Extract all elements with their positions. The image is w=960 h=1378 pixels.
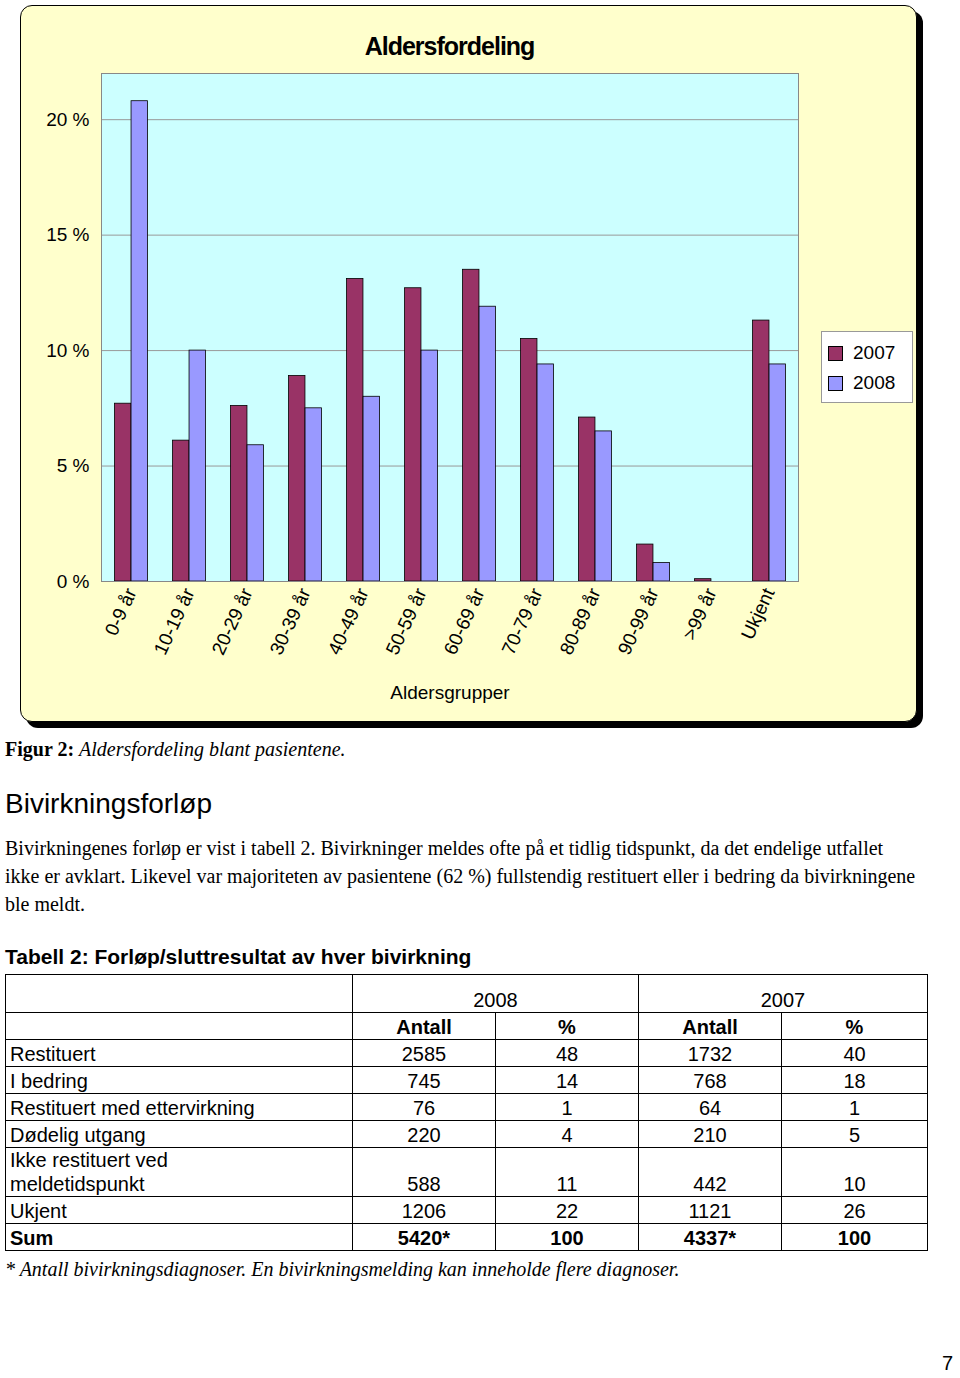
svg-text:40-49 år: 40-49 år	[324, 584, 373, 658]
html-text:11: 11	[556, 1173, 578, 1195]
svg-text:10 %: 10 %	[46, 340, 89, 361]
svg-text:20 %: 20 %	[46, 109, 89, 130]
html-text:442: 442	[693, 1173, 727, 1195]
html-text:7: 7	[942, 1352, 954, 1374]
html-text:Restituert: Restituert	[10, 1043, 96, 1065]
html-text:4: 4	[561, 1124, 573, 1146]
svg-text:30-39 år: 30-39 år	[266, 584, 315, 658]
html-text:Dødelig utgang: Dødelig utgang	[10, 1124, 146, 1146]
html-text:1732: 1732	[687, 1043, 733, 1065]
html-text:2008: 2008	[473, 989, 518, 1011]
html-text:22: 22	[555, 1200, 579, 1222]
html-text:1121: 1121	[688, 1200, 732, 1222]
html-text:Antall: Antall	[682, 1016, 738, 1038]
html-text:76: 76	[412, 1097, 436, 1119]
svg-text:60-69 år: 60-69 år	[440, 584, 489, 658]
svg-text:0 %: 0 %	[57, 571, 90, 592]
svg-text:50-59 år: 50-59 år	[382, 584, 431, 658]
html-text:* Antall bivirkningsdiagnoser.: * Antall bivirkningsdiagnoser. En bivirk…	[5, 1258, 680, 1280]
html-text:Bivirkningsforløp: Bivirkningsforløp	[5, 788, 212, 819]
svg-text:70-79 år: 70-79 år	[498, 584, 547, 658]
html-text:26: 26	[843, 1200, 866, 1222]
html-text:Figur 2: Aldersfordeling blant: Figur 2: Aldersfordeling blant pasienten…	[5, 738, 346, 760]
html-text:745: 745	[407, 1070, 441, 1092]
html-text:64: 64	[698, 1097, 722, 1119]
html-text:Antall: Antall	[396, 1016, 452, 1038]
svg-text:Aldersgrupper: Aldersgrupper	[390, 682, 510, 703]
html-text:5: 5	[848, 1124, 861, 1146]
html-text:1206: 1206	[401, 1200, 447, 1222]
svg-text:>99 år: >99 år	[679, 584, 721, 643]
html-text:Bivirkningenes forløp er vist: Bivirkningenes forløp er vist i tabell 2…	[5, 837, 916, 915]
html-text:I bedring: I bedring	[10, 1070, 88, 1092]
svg-text:Ukjent: Ukjent	[737, 584, 779, 642]
html-text:2585: 2585	[401, 1043, 447, 1065]
html-text:10: 10	[843, 1173, 866, 1195]
html-text:Aldersfordeling: Aldersfordeling	[364, 32, 535, 60]
html-text:2007: 2007	[853, 342, 896, 363]
html-text:Sum: Sum	[10, 1227, 54, 1249]
html-text:Restituert med ettervirkning: Restituert med ettervirkning	[10, 1097, 255, 1119]
html-text:4337*: 4337*	[683, 1227, 737, 1249]
svg-text:10-19 år: 10-19 år	[150, 584, 199, 658]
svg-text:5 %: 5 %	[57, 455, 90, 476]
html-text:Ikke restituert ved meldetidsp: Ikke restituert ved meldetidspunkt	[10, 1149, 168, 1195]
html-text:40: 40	[843, 1043, 866, 1065]
html-text:2008: 2008	[853, 372, 896, 393]
svg-text:80-89 år: 80-89 år	[556, 584, 605, 658]
html-text:1: 1	[561, 1097, 573, 1119]
html-text:768: 768	[693, 1070, 727, 1092]
html-text:100: 100	[837, 1227, 872, 1249]
html-text:14: 14	[555, 1070, 579, 1092]
html-text:2007: 2007	[760, 989, 806, 1011]
html-text:Tabell 2: Forløp/sluttresultat: Tabell 2: Forløp/sluttresultat av hver b…	[5, 945, 472, 968]
html-text:48: 48	[555, 1043, 579, 1065]
html-text:588: 588	[407, 1173, 441, 1195]
html-text:1: 1	[848, 1097, 861, 1119]
html-text:210: 210	[693, 1124, 727, 1146]
svg-text:90-99 år: 90-99 år	[614, 584, 663, 658]
svg-text:20-29 år: 20-29 år	[208, 584, 257, 658]
html-text:Ukjent: Ukjent	[10, 1200, 67, 1222]
html-text:100: 100	[550, 1227, 584, 1249]
svg-text:15 %: 15 %	[46, 224, 89, 245]
html-text:18: 18	[843, 1070, 866, 1092]
html-text:5420*: 5420*	[397, 1227, 451, 1249]
svg-text:0-9 år: 0-9 år	[101, 584, 141, 638]
html-text:220: 220	[407, 1124, 441, 1146]
